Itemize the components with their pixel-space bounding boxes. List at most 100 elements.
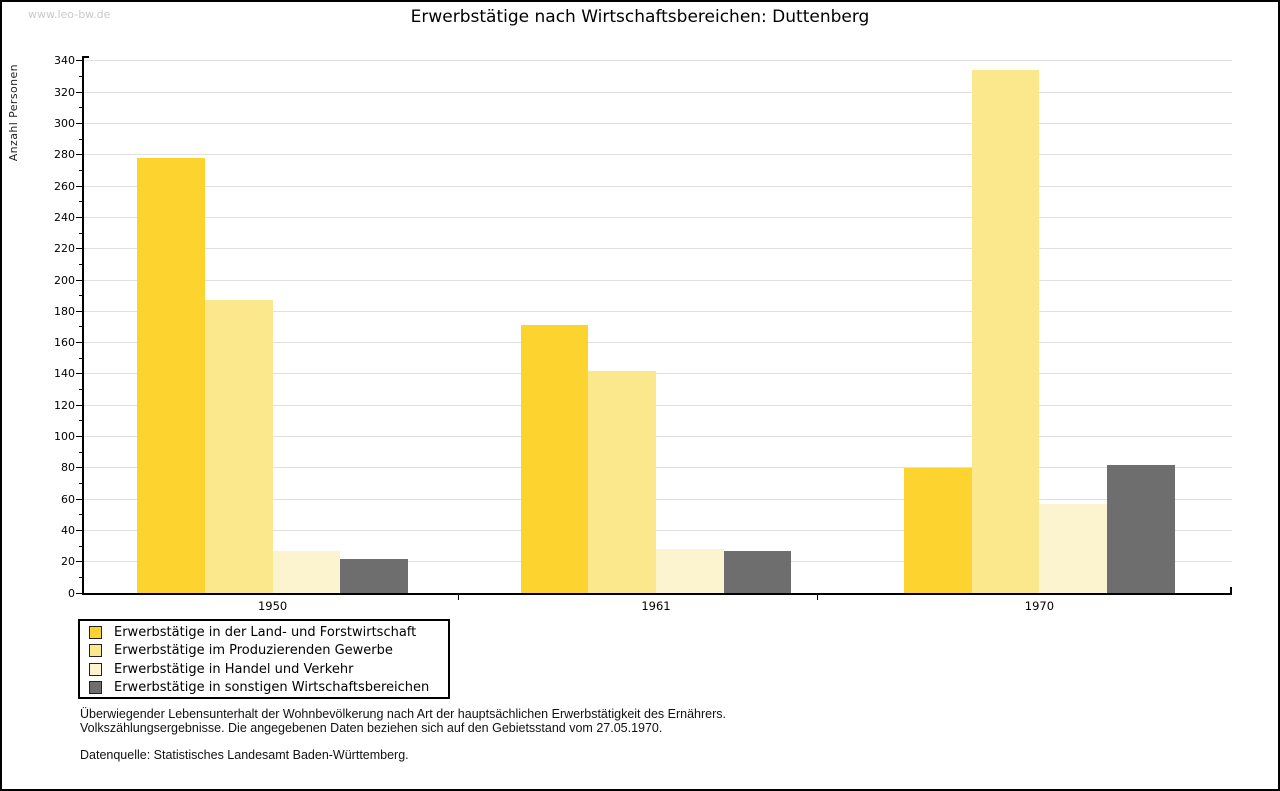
legend-item-3: Erwerbstätige in Handel und Verkehr [80, 660, 448, 679]
chart-title: Erwerbstätige nach Wirtschaftsbereichen:… [410, 7, 870, 27]
y-tick-label: 220 [54, 242, 75, 256]
y-tick-label: 40 [61, 523, 75, 537]
y-tick-label: 0 [68, 586, 75, 600]
y-gridline [83, 342, 1232, 344]
y-tick-minor [79, 576, 83, 578]
bar-1970-s2 [971, 70, 1040, 593]
y-axis-line [82, 56, 84, 595]
y-tick-label: 320 [54, 85, 75, 99]
y-tick-minor [79, 482, 83, 484]
y-gridline [83, 91, 1232, 93]
bar-1950-s2 [205, 300, 273, 593]
y-gridline [83, 373, 1232, 375]
y-tick-label: 180 [54, 304, 75, 318]
y-tick-minor [79, 201, 83, 203]
y-tick-label: 140 [54, 367, 75, 381]
y-tick-major [76, 373, 83, 375]
x-category-label: 1970 [1024, 599, 1055, 613]
legend: Erwerbstätige in der Land- und Forstwirt… [78, 619, 450, 699]
y-gridline [83, 467, 1232, 469]
x-category-label: 1950 [257, 599, 288, 613]
bar-1961-s2 [588, 370, 656, 593]
y-tick-major [76, 123, 83, 124]
bar-1970-s1 [904, 467, 972, 593]
x-category-label: 1961 [641, 599, 671, 613]
legend-item-1: Erwerbstätige in der Land- und Forstwirt… [80, 623, 448, 642]
y-tick-major [76, 216, 83, 218]
x-tick-separator [817, 595, 818, 600]
y-gridline [83, 154, 1232, 156]
y-tick-label: 100 [54, 430, 75, 443]
y-tick-minor [79, 263, 83, 265]
bar-1950-s1 [137, 157, 205, 593]
legend-swatch [89, 662, 102, 676]
y-tick-major [76, 467, 83, 469]
y-tick-major [76, 248, 83, 250]
data-source: Datenquelle: Statistisches Landesamt Bad… [80, 748, 409, 762]
y-tick-minor [79, 389, 83, 391]
y-tick-minor [79, 169, 83, 171]
y-tick-label: 240 [54, 210, 75, 224]
y-tick-minor [79, 232, 83, 234]
y-gridline [83, 404, 1232, 406]
footnote: Überwiegender Lebensunterhalt der Wohnbe… [80, 707, 726, 763]
y-tick-major [76, 154, 83, 156]
y-tick-label: 280 [54, 148, 75, 162]
y-gridline [83, 248, 1232, 250]
legend-label: Erwerbstätige im Produzierenden Gewerbe [114, 643, 393, 659]
y-gridline [83, 123, 1232, 124]
bar-1961-s4 [723, 550, 792, 593]
y-tick-label: 120 [54, 398, 75, 412]
y-tick-major [76, 342, 83, 344]
y-tick-minor [79, 295, 83, 297]
y-gridline [83, 60, 1232, 62]
y-tick-minor [79, 107, 83, 109]
y-tick-label: 160 [54, 336, 75, 350]
legend-label: Erwerbstätige in der Land- und Forstwirt… [114, 624, 417, 640]
y-gridline [83, 529, 1232, 531]
watermark: www.leo-bw.de [28, 8, 111, 21]
footnote-line-1: Überwiegender Lebensunterhalt der Wohnbe… [80, 707, 726, 721]
y-gridline [83, 185, 1232, 187]
y-tick-major [76, 91, 83, 93]
x-tick-separator [458, 595, 459, 600]
y-tick-label: 60 [61, 492, 75, 506]
y-tick-label: 20 [61, 555, 75, 569]
y-gridline [83, 436, 1232, 437]
y-tick-minor [79, 326, 83, 328]
y-tick-major [76, 592, 83, 594]
y-tick-major [76, 310, 83, 312]
y-gridline [83, 310, 1232, 312]
y-tick-major [76, 279, 83, 281]
y-axis-endcap [83, 56, 89, 58]
y-tick-minor [79, 357, 83, 359]
legend-label: Erwerbstätige in Handel und Verkehr [114, 661, 354, 677]
bar-1961-s1 [520, 325, 589, 593]
y-tick-minor [79, 545, 83, 547]
bar-1970-s3 [1039, 503, 1107, 593]
y-tick-major [76, 498, 83, 500]
y-tick-major [76, 185, 83, 187]
y-tick-minor [79, 138, 83, 140]
legend-swatch [89, 681, 102, 695]
y-gridline [83, 216, 1232, 218]
footnote-line-2: Volkszählungsergebnisse. Die angegebenen… [80, 720, 663, 735]
legend-swatch [89, 644, 102, 658]
x-axis-endcap [1230, 587, 1232, 593]
bar-1961-s3 [656, 549, 724, 593]
y-tick-label: 260 [54, 179, 75, 193]
y-tick-major [76, 404, 83, 406]
y-tick-minor [79, 76, 83, 78]
legend-swatch [89, 625, 102, 639]
y-tick-minor [79, 451, 83, 453]
y-tick-major [76, 529, 83, 531]
y-tick-label: 200 [54, 273, 75, 287]
y-tick-label: 340 [54, 54, 75, 68]
x-axis-line [82, 593, 1232, 595]
bar-1950-s4 [340, 558, 408, 593]
legend-item-4: Erwerbstätige in sonstigen Wirtschaftsbe… [80, 679, 448, 698]
bar-1970-s4 [1107, 464, 1175, 593]
legend-label: Erwerbstätige in sonstigen Wirtschaftsbe… [114, 680, 430, 696]
